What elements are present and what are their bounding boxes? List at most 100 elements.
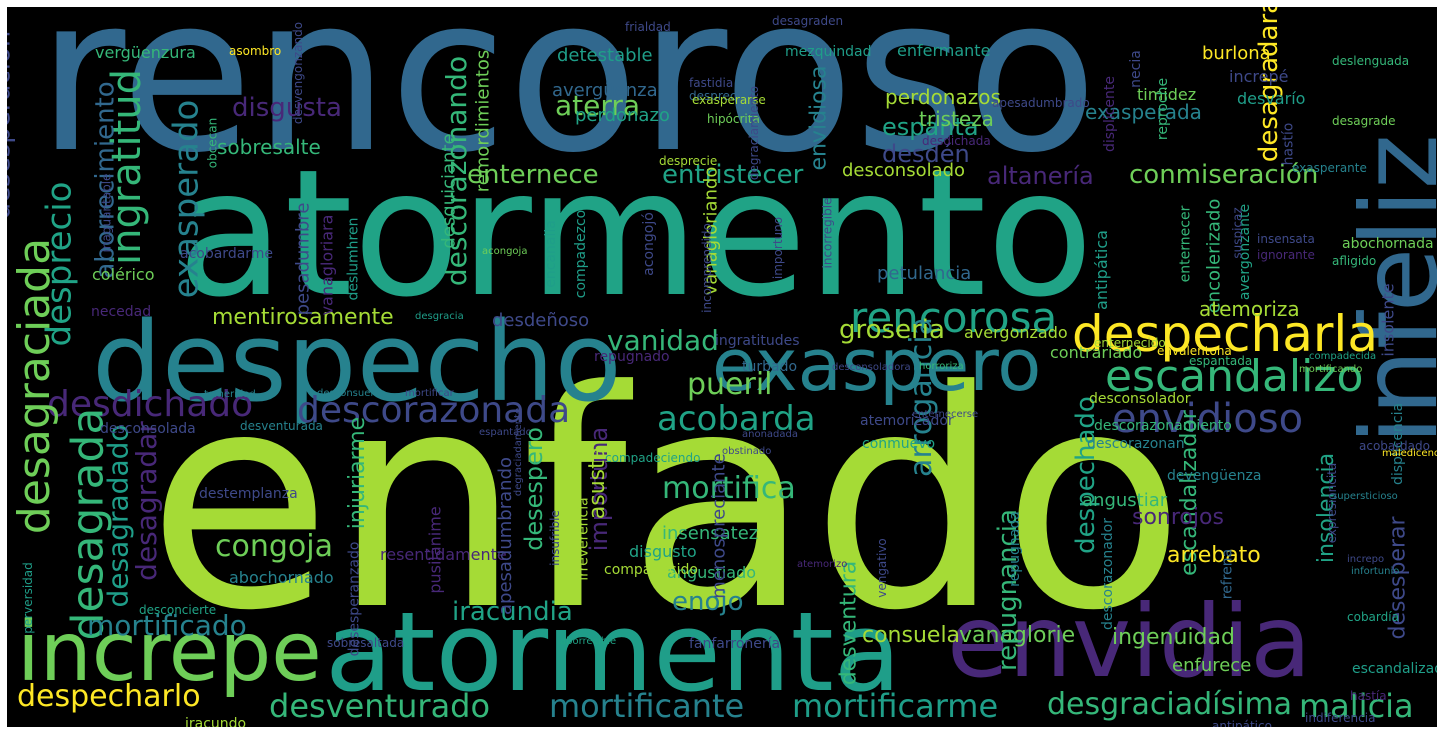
- cloud-word: desdichado: [47, 384, 254, 425]
- cloud-word: fastidia: [689, 76, 734, 90]
- cloud-word: importuno: [771, 216, 786, 280]
- cloud-word: mortificado: [87, 609, 247, 642]
- cloud-word: increpo: [1347, 554, 1385, 565]
- cloud-word: insufrible: [547, 510, 562, 566]
- cloud-word: atemoriza: [1199, 297, 1300, 321]
- cloud-word: ingratitudes: [715, 333, 800, 349]
- cloud-word: atemorizador: [860, 413, 954, 429]
- cloud-word: exasperante: [1292, 161, 1367, 175]
- cloud-word: encanalla: [542, 220, 559, 288]
- cloud-word: compadecido: [604, 562, 698, 578]
- cloud-word: ignorante: [1257, 248, 1315, 262]
- cloud-word: aterra: [555, 89, 641, 122]
- cloud-word: hipócrita: [707, 112, 760, 126]
- cloud-word: repugnada: [1006, 511, 1023, 587]
- cloud-word: mortifica: [662, 471, 796, 506]
- cloud-word: exaspero: [712, 323, 1042, 407]
- cloud-word: vengativo: [874, 538, 889, 598]
- cloud-word: afligido: [1332, 254, 1377, 268]
- cloud-word: conmuevo: [862, 436, 936, 452]
- cloud-word: desprecie: [659, 154, 718, 168]
- cloud-word: exasperarse: [692, 93, 766, 107]
- cloud-word: enternece: [467, 160, 599, 190]
- cloud-word: desdichada: [922, 134, 991, 148]
- cloud-word: enternecerse: [912, 409, 979, 420]
- cloud-word: desconsoladora: [832, 362, 911, 373]
- cloud-word: exasperado: [166, 99, 207, 299]
- cloud-word: detestable: [557, 45, 653, 66]
- cloud-word: insensatez: [662, 523, 759, 544]
- cloud-word: repugnado: [594, 349, 670, 365]
- cloud-word: injuriarme: [345, 416, 371, 530]
- cloud-word: degraciamiento: [747, 85, 762, 181]
- cloud-word: incorregible: [820, 197, 835, 269]
- cloud-word: antipático: [1212, 719, 1272, 727]
- cloud-word: altanería: [987, 162, 1094, 190]
- cloud-word: infortunio: [1351, 566, 1400, 577]
- cloud-word: compadecida: [1309, 351, 1377, 362]
- cloud-word: angustiar: [1082, 490, 1168, 511]
- cloud-word: insolente: [1378, 283, 1398, 357]
- cloud-word: disgusta: [232, 93, 342, 123]
- cloud-word: atormenta: [325, 588, 902, 716]
- cloud-word: desgracia: [415, 311, 464, 322]
- cloud-word: desconsolado: [842, 160, 966, 181]
- cloud-word: desvengonzando: [291, 21, 306, 125]
- cloud-word: apesadumbrado: [992, 96, 1090, 110]
- cloud-word: desprecios: [689, 89, 754, 103]
- cloud-word: congoja: [215, 529, 333, 564]
- cloud-word: suspicaz: [1230, 207, 1245, 259]
- cloud-word: mortificando: [1299, 364, 1363, 375]
- cloud-word: asombro: [229, 44, 282, 58]
- cloud-word: enfado: [147, 327, 1186, 676]
- cloud-word: perversidad: [20, 562, 35, 634]
- cloud-word: espanta: [882, 113, 979, 141]
- cloud-word: vanagloriara: [317, 214, 337, 316]
- cloud-word: sobresaltada: [327, 636, 405, 650]
- cloud-word: desventurada: [240, 419, 323, 433]
- cloud-word: desdeñoso: [492, 310, 590, 331]
- cloud-word: pueril: [687, 367, 773, 402]
- cloud-word: desventura: [836, 560, 862, 686]
- cloud-word: malicia: [1299, 687, 1414, 725]
- cloud-word: compadeciendo: [605, 451, 701, 465]
- cloud-word: acobardado: [1359, 439, 1430, 453]
- cloud-word: sobresalte: [217, 135, 321, 159]
- cloud-word: desdén: [882, 140, 970, 168]
- cloud-word: espantada: [1189, 354, 1253, 368]
- cloud-word: rencoroso: [37, 7, 1098, 200]
- cloud-word: despecharlo: [17, 679, 201, 714]
- cloud-word: obstinado: [722, 446, 772, 457]
- cloud-word: descorazonada: [297, 390, 571, 431]
- cloud-word: consuela: [862, 623, 961, 648]
- cloud-word: hastío: [1280, 122, 1297, 166]
- cloud-word: sonrojos: [1132, 505, 1224, 530]
- cloud-word: cobardía: [1347, 610, 1399, 624]
- cloud-word: petulancia: [877, 263, 972, 284]
- word-cloud: rencoroso atormento enfado despecho ator…: [7, 7, 1437, 727]
- cloud-word: acongoja: [482, 246, 528, 257]
- cloud-word: irreverencia: [575, 497, 592, 581]
- cloud-word: ingenuidad: [1112, 625, 1235, 650]
- cloud-word: menospreciante: [708, 453, 730, 599]
- cloud-word: arrebato: [1167, 543, 1261, 568]
- cloud-word: increpé: [1229, 67, 1289, 86]
- cloud-word: reproche: [1155, 77, 1172, 141]
- cloud-word: vanidad: [607, 324, 719, 357]
- cloud-word: exasperada: [1085, 100, 1202, 124]
- cloud-word: abochornada: [1342, 236, 1434, 252]
- cloud-word: descorazonamiento: [1094, 418, 1232, 434]
- cloud-word: turbado: [742, 359, 798, 375]
- cloud-word: perdonazos: [885, 85, 1001, 109]
- cloud-word: pusilánime: [425, 506, 445, 594]
- cloud-word: compadezco: [573, 209, 590, 299]
- cloud-word: envidia: [947, 583, 1312, 700]
- cloud-word: rencorosa: [850, 293, 1058, 342]
- cloud-word: iracundo: [185, 716, 247, 727]
- cloud-word: descorazonador: [1099, 518, 1116, 630]
- cloud-word: devengüenza: [1167, 468, 1262, 484]
- cloud-word: indiferencia: [1305, 711, 1376, 725]
- cloud-word: expresioncita: [1325, 462, 1340, 544]
- cloud-word: desgraciadísima: [1047, 687, 1293, 722]
- cloud-word: envalentona: [1157, 344, 1232, 358]
